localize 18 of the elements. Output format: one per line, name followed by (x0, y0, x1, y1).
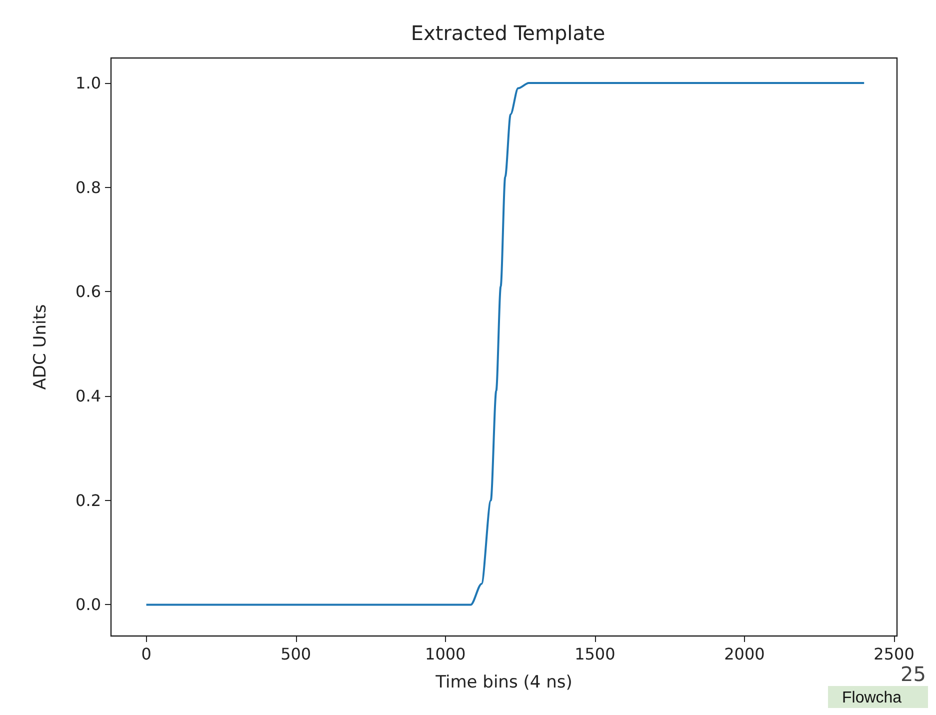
x-tick-label: 0 (141, 644, 152, 664)
y-axis-title: ADC Units (30, 304, 50, 390)
chart-title: Extracted Template (410, 21, 606, 45)
y-tick-label: 0.2 (76, 490, 101, 510)
y-tick-label: 0.0 (76, 595, 101, 614)
x-tick-label: 2000 (724, 644, 765, 664)
x-tick-label: 1000 (425, 644, 466, 664)
text: Flowcha (842, 690, 902, 706)
y-tick-label: 0.6 (76, 282, 101, 302)
y-tick-label: 0.4 (76, 386, 101, 406)
x-tick-label: 1500 (574, 644, 616, 664)
y-tick-label: 0.8 (76, 178, 101, 197)
x-axis-title: Time bins (4 ns) (434, 672, 572, 692)
x-tick-label: 500 (280, 644, 312, 664)
x-tick-label: 2500 (874, 644, 914, 664)
line-series (145, 82, 866, 606)
y-tick-label: 1.0 (76, 74, 101, 93)
text: 25 (900, 662, 926, 686)
